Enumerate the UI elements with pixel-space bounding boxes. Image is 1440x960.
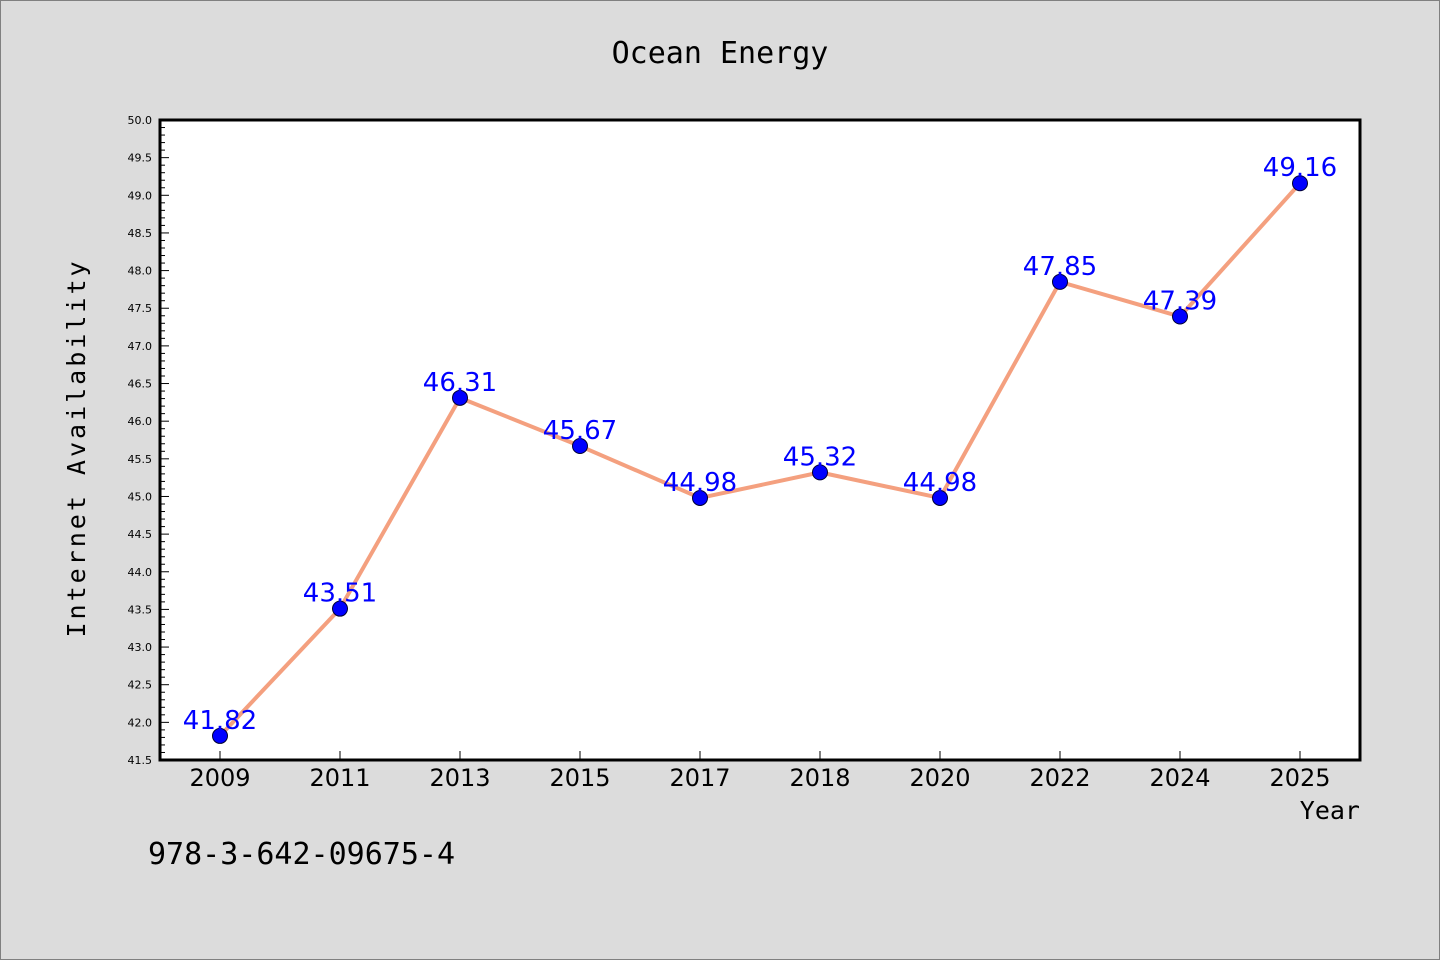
data-point [692, 489, 708, 506]
data-label: 45.67 [543, 416, 617, 446]
data-point [1292, 175, 1308, 192]
data-label: 47.39 [1143, 287, 1217, 317]
x-tick-label: 2017 [669, 764, 730, 792]
y-tick-label: 46.0 [128, 415, 153, 428]
x-tick-label: 2009 [189, 764, 250, 792]
x-tick-label: 2015 [549, 764, 610, 792]
x-tick-label: 2020 [909, 764, 970, 792]
y-tick-label: 43.5 [128, 603, 153, 616]
data-point [332, 600, 348, 617]
y-tick-label: 46.5 [128, 378, 153, 391]
y-tick-label: 44.0 [128, 566, 153, 579]
series-line [218, 181, 1302, 738]
y-tick-label: 50.0 [128, 114, 153, 127]
x-tick-label: 2013 [429, 764, 490, 792]
y-tick-label: 44.5 [128, 528, 153, 541]
data-label: 44.98 [903, 468, 977, 498]
plot-area [160, 120, 1360, 760]
y-tick-label: 42.5 [128, 679, 153, 692]
series-group [212, 175, 1308, 744]
y-tick-label: 47.5 [128, 302, 153, 315]
y-tick-label: 49.0 [128, 189, 153, 202]
data-label: 47.85 [1023, 252, 1097, 282]
data-point [212, 727, 228, 744]
y-tick-label: 48.5 [128, 227, 153, 240]
data-label: 46.31 [423, 368, 497, 398]
data-point [932, 489, 948, 506]
data-labels-group: 41.82 43.51 46.31 45.67 44.98 45.32 44.98 47.85… [183, 153, 1337, 736]
y-axis-label: Internet Availability [62, 258, 91, 637]
x-tick-label: 2025 [1269, 764, 1330, 792]
x-axis-label: Year [1300, 796, 1360, 825]
y-tick-label: 49.5 [128, 152, 153, 165]
x-tick-label: 2011 [309, 764, 370, 792]
y-tick-label: 45.0 [128, 490, 153, 503]
y-tick-label: 43.0 [128, 641, 153, 654]
data-point [812, 464, 828, 481]
y-tick-label: 45.5 [128, 453, 153, 466]
data-point [452, 389, 468, 406]
x-axis-ticks: 2009 2011 2013 2015 2017 2018 2020 2022 2024 2025 [189, 751, 1331, 792]
y-axis-ticks: 41.5 42.0 42.5 43.0 43.5 44.0 44.5 45.0 45.5 46.0… [128, 114, 169, 767]
x-tick-label: 2024 [1149, 764, 1210, 792]
y-tick-label: 41.5 [128, 754, 153, 767]
data-label: 49.16 [1263, 153, 1337, 183]
x-tick-label: 2018 [789, 764, 850, 792]
footnote-isbn: 978-3-642-09675-4 [148, 837, 455, 872]
plot-border [158, 118, 1362, 762]
data-point [572, 438, 588, 455]
data-point [1172, 308, 1188, 325]
chart-title: Ocean Energy [612, 36, 829, 71]
data-label: 44.98 [663, 468, 737, 498]
data-label: 45.32 [783, 442, 857, 472]
x-tick-label: 2022 [1029, 764, 1090, 792]
y-tick-label: 47.0 [128, 340, 153, 353]
y-tick-label: 42.0 [128, 716, 153, 729]
y-tick-label: 48.0 [128, 265, 153, 278]
data-point [1052, 273, 1068, 290]
data-label: 43.51 [303, 579, 377, 609]
data-label: 41.82 [183, 706, 257, 736]
